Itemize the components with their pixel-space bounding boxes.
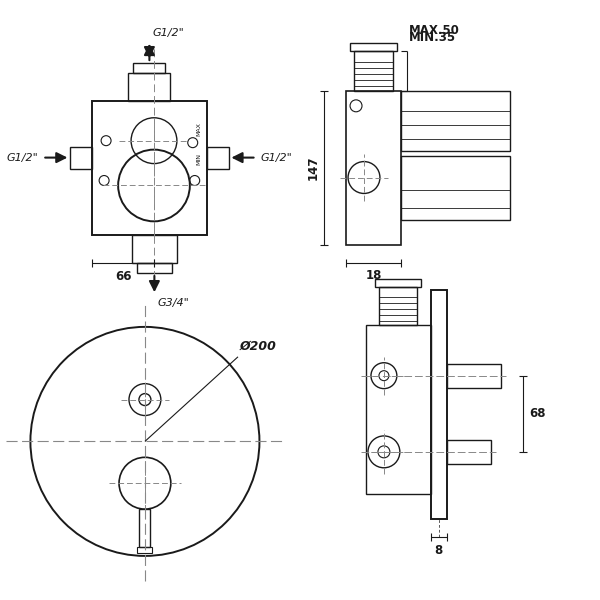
Bar xyxy=(128,73,170,101)
Bar xyxy=(379,287,417,325)
Text: MAX: MAX xyxy=(196,122,201,136)
Bar xyxy=(446,364,502,388)
Bar xyxy=(92,101,206,235)
Bar xyxy=(139,509,151,547)
Bar xyxy=(431,290,446,519)
Bar xyxy=(206,146,229,169)
Text: 8: 8 xyxy=(434,544,443,557)
Text: G3/4": G3/4" xyxy=(157,298,189,308)
Text: MIN: MIN xyxy=(196,152,201,164)
Text: 68: 68 xyxy=(529,407,546,420)
Text: G1/2": G1/2" xyxy=(152,28,184,38)
Text: 147: 147 xyxy=(306,156,319,181)
Text: G1/2": G1/2" xyxy=(7,152,38,163)
Text: Ø200: Ø200 xyxy=(240,340,277,353)
Bar xyxy=(350,43,397,51)
Bar xyxy=(446,440,491,464)
Bar xyxy=(376,279,421,287)
Bar xyxy=(132,235,177,263)
Text: MAX.50: MAX.50 xyxy=(409,24,460,37)
Bar xyxy=(133,63,166,73)
Bar xyxy=(70,146,92,169)
Text: MIN.35: MIN.35 xyxy=(409,31,456,44)
Text: 66: 66 xyxy=(115,270,131,283)
Bar xyxy=(137,263,172,273)
Bar xyxy=(401,155,511,220)
Bar xyxy=(137,547,152,553)
Text: G1/2": G1/2" xyxy=(260,152,292,163)
Bar xyxy=(346,91,401,245)
Bar xyxy=(366,325,431,494)
Text: 18: 18 xyxy=(365,269,382,282)
Bar xyxy=(353,51,394,91)
Bar xyxy=(401,91,511,151)
